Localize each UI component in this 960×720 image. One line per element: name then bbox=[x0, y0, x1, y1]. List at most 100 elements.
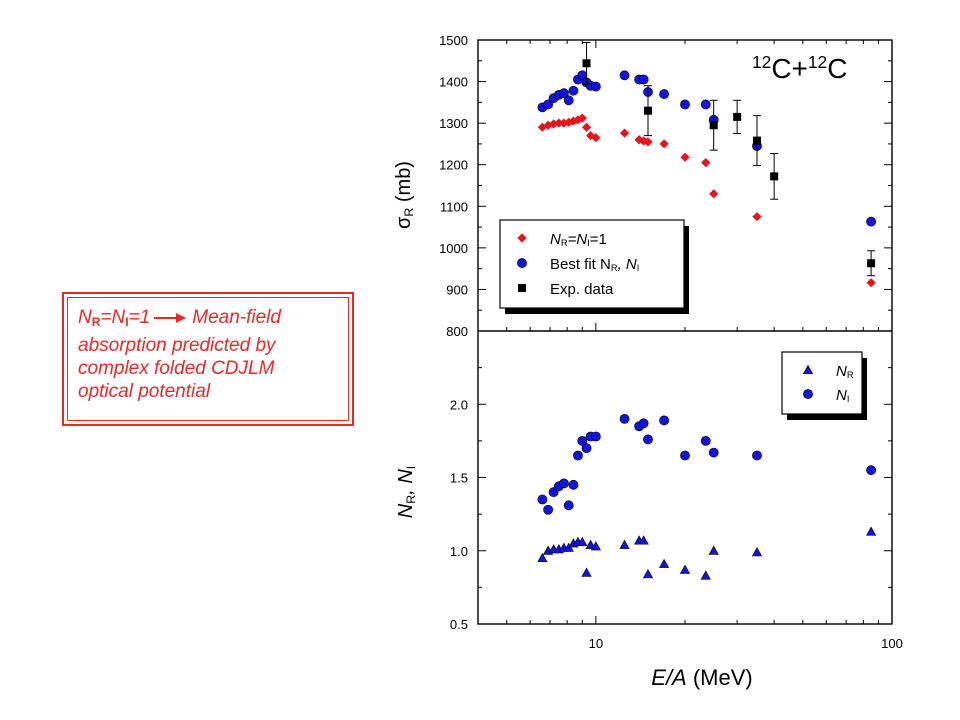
legend-best-fit-ni: , N bbox=[618, 256, 637, 273]
data-point-top-series-2 bbox=[568, 85, 579, 96]
data-point-bottom-series-1 bbox=[751, 546, 763, 557]
legend-best-fit-r-subscript: R bbox=[611, 263, 618, 273]
data-point-top-series-3 bbox=[867, 259, 876, 268]
data-point-top-series-3 bbox=[770, 172, 779, 181]
data-point-top-series-2 bbox=[638, 74, 649, 85]
data-point-top-series-2 bbox=[680, 99, 690, 110]
data-point-top-series-2 bbox=[543, 99, 554, 110]
data-point-top-series-3 bbox=[582, 59, 591, 68]
x-tick-label: 100 bbox=[881, 636, 903, 651]
legend-marker-nr bbox=[802, 364, 814, 374]
data-point-bottom-series-1 bbox=[638, 535, 649, 545]
data-point-top-series-2 bbox=[659, 89, 669, 99]
data-point-top-series-1 bbox=[591, 133, 601, 143]
data-point-top-series-1 bbox=[585, 131, 596, 141]
ylabel-nr-subscript: R bbox=[404, 495, 418, 504]
annotation-value: =1 bbox=[128, 307, 151, 328]
annotation-line-2: absorption predicted by bbox=[78, 335, 276, 356]
data-point-bottom-series-2 bbox=[700, 435, 711, 446]
title-mass-number-1: 12 bbox=[752, 52, 771, 72]
title-element-1: C+ bbox=[771, 53, 808, 84]
ylabel-nr: N bbox=[395, 503, 417, 518]
ylabel-ni: , N bbox=[395, 469, 417, 495]
annotation-nr-subscript: R bbox=[91, 315, 101, 329]
data-point-bottom-series-1 bbox=[679, 564, 691, 574]
chart-title: 12C+12C bbox=[752, 52, 847, 84]
legend-marker-nr-ni-1 bbox=[517, 233, 527, 243]
legend-best-fit-text: Best fit N bbox=[550, 256, 611, 273]
ylabel-unit: (mb) bbox=[393, 161, 415, 208]
legend-label-nr-ni-1: NR=NI=1 bbox=[550, 231, 607, 248]
legend-marker-best-fit bbox=[517, 258, 527, 268]
y-axis-label-top: σR (mb) bbox=[393, 161, 416, 229]
data-point-bottom-series-1 bbox=[865, 526, 877, 536]
data-point-bottom-series-2 bbox=[537, 494, 548, 505]
data-point-top-series-1 bbox=[659, 139, 669, 149]
data-point-bottom-series-1 bbox=[642, 568, 654, 579]
annotation-text: NR=NI=1 Mean-field absorption predicted b… bbox=[78, 306, 281, 403]
x-tick-label: 10 bbox=[589, 636, 603, 651]
legend-label-ni: NI bbox=[836, 387, 849, 404]
data-point-top-series-1 bbox=[554, 118, 564, 128]
annotation-ni-symbol: =N bbox=[100, 307, 126, 328]
y-tick-label-top: 900 bbox=[446, 282, 468, 297]
legend-ni-symbol: =N bbox=[568, 231, 588, 248]
xlabel-energy: E/A bbox=[651, 665, 686, 690]
data-point-bottom-series-2 bbox=[563, 500, 574, 511]
data-point-top-series-1 bbox=[643, 137, 653, 147]
data-point-bottom-series-2 bbox=[568, 479, 579, 490]
xlabel-unit: (MeV) bbox=[687, 665, 753, 690]
data-point-bottom-series-1 bbox=[658, 558, 670, 568]
legend-ni-subscript: I bbox=[587, 238, 590, 248]
data-point-bottom-series-1 bbox=[619, 539, 630, 549]
data-point-top-series-2 bbox=[558, 88, 569, 99]
annotation-line-1: NR=NI=1 Mean-field bbox=[78, 306, 281, 334]
data-point-top-series-1 bbox=[548, 119, 559, 129]
data-point-top-series-2 bbox=[866, 216, 876, 227]
data-point-top-series-3 bbox=[643, 106, 652, 115]
data-point-bottom-series-1 bbox=[590, 541, 601, 551]
y-tick-label-top: 1200 bbox=[439, 158, 468, 173]
y-tick-label-bottom: 1.0 bbox=[450, 544, 468, 559]
x-axis-label: E/A (MeV) bbox=[651, 665, 752, 690]
y-axis-label-bottom: NR, NI bbox=[395, 466, 418, 518]
title-element-2: C bbox=[827, 53, 847, 84]
legend-top-box bbox=[499, 219, 685, 309]
data-point-bottom-series-2 bbox=[708, 447, 719, 458]
legend-nr-symbol: N bbox=[550, 231, 561, 248]
legend-label-best-fit: Best fit NR, NI bbox=[550, 256, 639, 273]
legend-value: =1 bbox=[590, 231, 607, 248]
data-point-top-series-1 bbox=[568, 116, 579, 126]
legend-nr-sub: R bbox=[847, 370, 854, 380]
legend-nr-subscript: R bbox=[561, 238, 568, 248]
annotation-line-4: optical potential bbox=[78, 381, 211, 402]
data-point-top-series-2 bbox=[619, 70, 630, 81]
data-point-top-series-2 bbox=[590, 81, 601, 92]
y-tick-label-bottom: 0.5 bbox=[450, 617, 468, 632]
legend-marker-ni bbox=[803, 389, 813, 399]
annotation-box: NR=NI=1 Mean-field absorption predicted b… bbox=[62, 292, 354, 426]
y-tick-label-bottom: 1.5 bbox=[450, 471, 468, 486]
data-point-top-series-1 bbox=[701, 158, 711, 168]
ylabel-sigma: σ bbox=[393, 216, 415, 229]
data-point-bottom-series-2 bbox=[643, 434, 653, 445]
data-point-bottom-series-2 bbox=[638, 418, 649, 429]
y-tick-label-top: 1300 bbox=[439, 116, 468, 131]
ylabel-ni-subscript: I bbox=[404, 466, 418, 469]
data-point-bottom-series-2 bbox=[543, 504, 554, 515]
data-point-bottom-series-1 bbox=[581, 567, 592, 577]
annotation-ni-subscript: I bbox=[125, 315, 129, 329]
data-point-bottom-series-1 bbox=[577, 536, 588, 546]
legend-label-exp-data: Exp. data bbox=[550, 281, 614, 298]
y-tick-label-bottom: 2.0 bbox=[450, 397, 468, 412]
legend-marker-exp-data bbox=[518, 284, 526, 292]
data-point-bottom-series-1 bbox=[700, 570, 711, 580]
title-mass-number-2: 12 bbox=[808, 52, 827, 72]
data-point-bottom-series-2 bbox=[573, 450, 583, 461]
y-tick-label-top: 1000 bbox=[439, 241, 468, 256]
y-tick-label-top: 1400 bbox=[439, 75, 468, 90]
data-point-bottom-series-2 bbox=[752, 450, 762, 461]
data-point-bottom-series-2 bbox=[590, 431, 601, 442]
legend-nr-text: N bbox=[836, 363, 847, 380]
